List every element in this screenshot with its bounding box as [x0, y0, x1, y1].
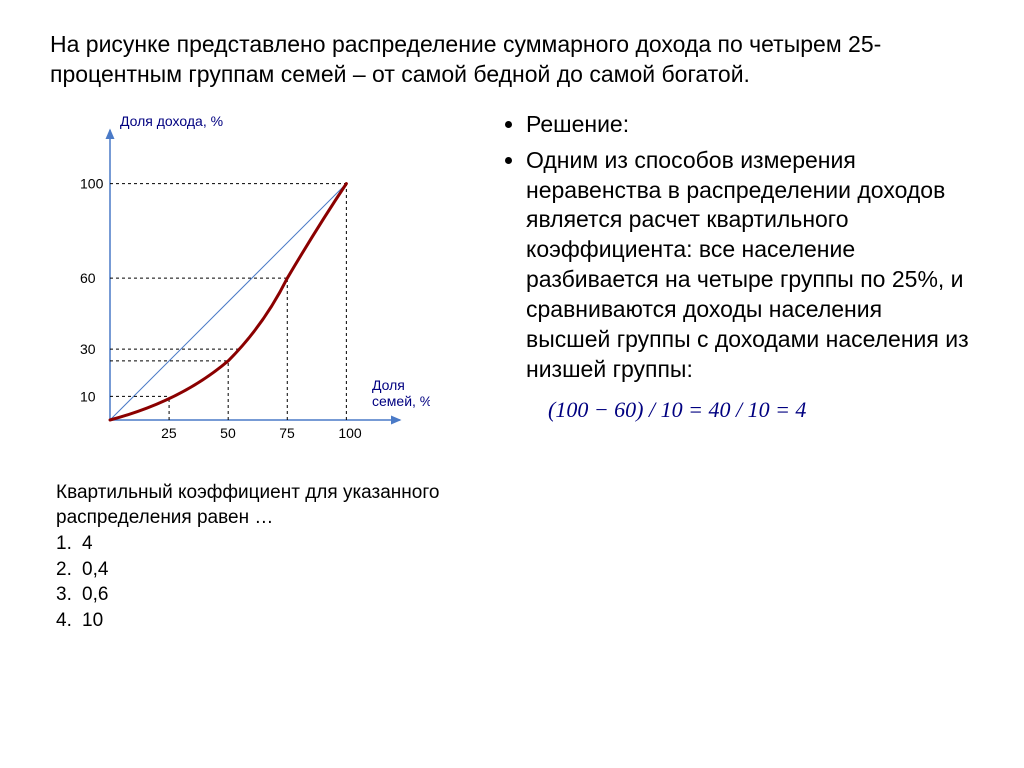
svg-text:60: 60 [80, 270, 96, 286]
answer-options: 1.42.0,43.0,64.10 [50, 531, 470, 634]
answer-row: 1.4 [56, 531, 470, 557]
formula: (100 − 60) / 10 = 40 / 10 = 4 [548, 397, 970, 423]
lorenz-chart: Доля дохода, % Долясемей, % 25 50 75 100 10 30 6… [50, 110, 430, 470]
answer-row: 3.0,6 [56, 582, 470, 608]
svg-text:25: 25 [161, 425, 177, 441]
page-title: На рисунке представлено распределение су… [50, 30, 974, 90]
svg-text:30: 30 [80, 341, 96, 357]
answer-row: 2.0,4 [56, 557, 470, 583]
svg-text:Доля: Доля [372, 377, 405, 393]
svg-text:75: 75 [279, 425, 295, 441]
answer-row: 4.10 [56, 608, 470, 634]
svg-text:Доля дохода, %: Доля дохода, % [120, 113, 223, 129]
svg-text:100: 100 [338, 425, 362, 441]
svg-text:50: 50 [220, 425, 236, 441]
solution-body: Одним из способов измерения неравенства … [526, 146, 970, 385]
svg-text:100: 100 [80, 175, 104, 191]
svg-text:10: 10 [80, 388, 96, 404]
svg-text:семей, %: семей, % [372, 393, 430, 409]
question-caption: Квартильный коэффициент для указанного р… [50, 480, 470, 531]
solution-heading: Решение: [526, 110, 970, 140]
